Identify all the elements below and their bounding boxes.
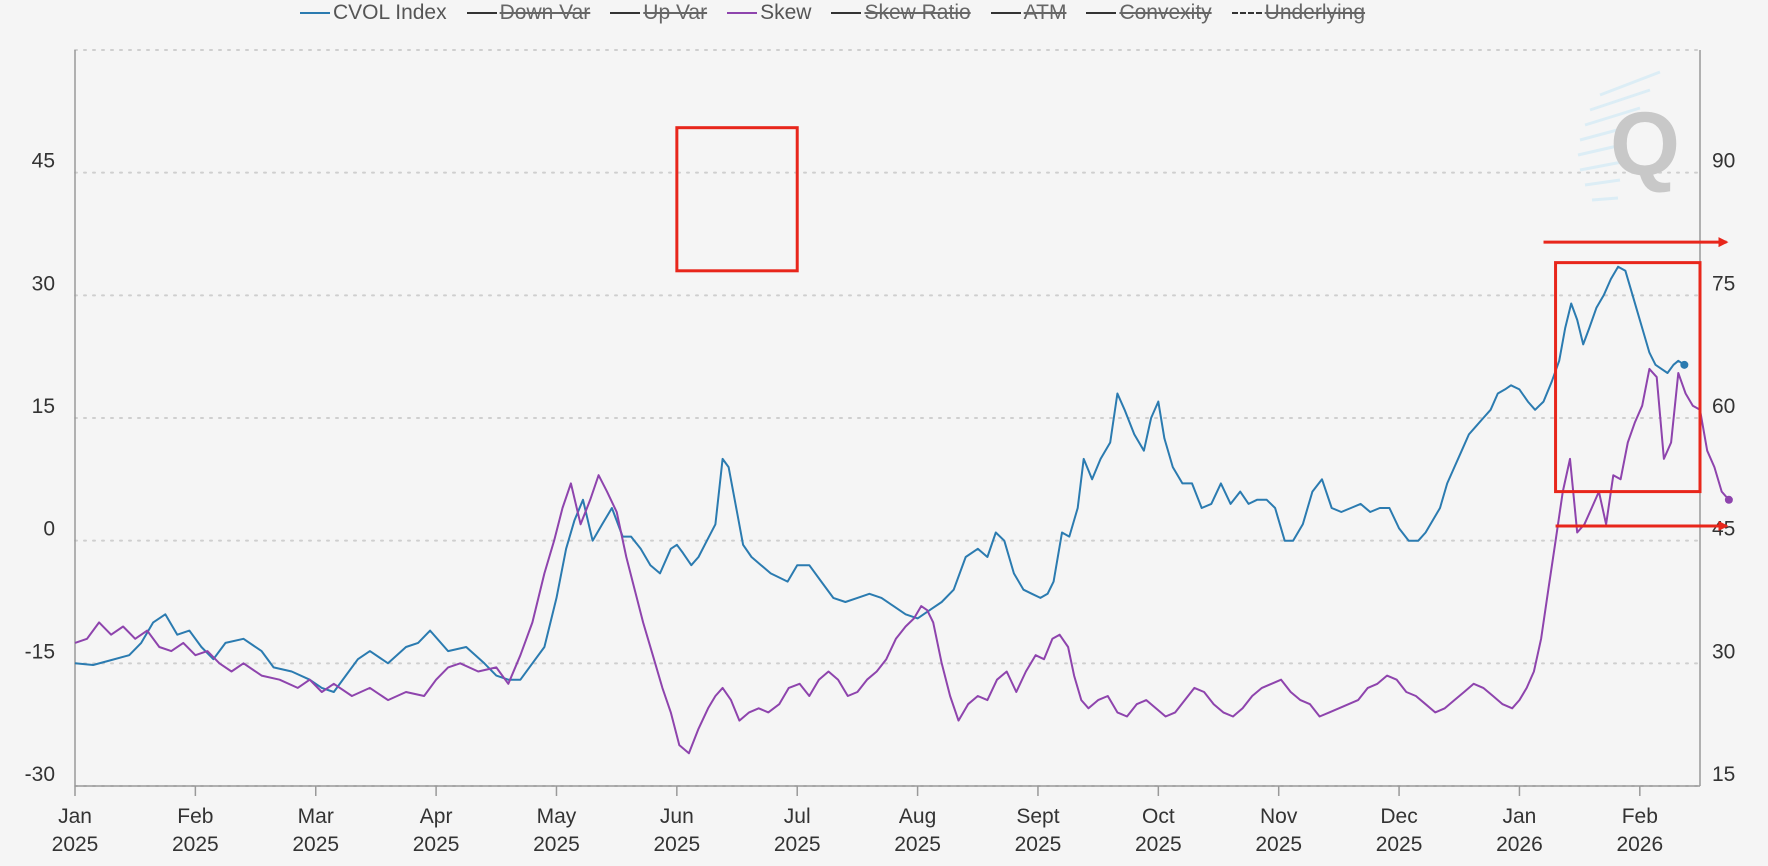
x-tick-month: Apr bbox=[420, 805, 453, 828]
legend-item-down-var[interactable]: Down Var bbox=[466, 1, 591, 25]
axes: -30 -15 0 15 30 45 15 30 45 60 75 90 Jan 2025 Feb 2025 M… bbox=[25, 50, 1735, 856]
x-tick-month: Sept bbox=[1016, 805, 1059, 828]
y-left-tick-label: -15 bbox=[25, 640, 55, 663]
legend-item-atm[interactable]: ATM bbox=[990, 1, 1067, 25]
x-tick-year: 2025 bbox=[292, 833, 339, 856]
x-tick-year: 2025 bbox=[413, 833, 460, 856]
legend-swatch bbox=[1086, 12, 1117, 14]
x-tick-year: 2026 bbox=[1616, 833, 1663, 856]
legend-label: Skew bbox=[760, 1, 812, 24]
gridlines bbox=[74, 49, 1701, 787]
legend-label: Convexity bbox=[1119, 1, 1212, 24]
y-right-tick-label: 15 bbox=[1712, 763, 1735, 786]
legend-label: Skew Ratio bbox=[864, 1, 971, 24]
y-right-tick-label: 60 bbox=[1712, 395, 1735, 418]
x-tick-year: 2025 bbox=[533, 833, 580, 856]
y-left-tick-label: 45 bbox=[32, 150, 55, 173]
y-right-tick-label: 45 bbox=[1712, 518, 1735, 541]
legend-swatch bbox=[466, 12, 497, 14]
y-right-tick-label: 90 bbox=[1712, 150, 1735, 173]
x-tick-month: Nov bbox=[1260, 805, 1298, 828]
x-tick-year: 2025 bbox=[1135, 833, 1182, 856]
x-tick-year: 2025 bbox=[1255, 833, 1302, 856]
series-line-cvol-index bbox=[74, 265, 1685, 693]
x-tick-year: 2025 bbox=[894, 833, 941, 856]
legend-item-underlying[interactable]: Underlying bbox=[1231, 1, 1366, 25]
legend-item-skew-ratio[interactable]: Skew Ratio bbox=[831, 1, 971, 25]
x-tick-month: Feb bbox=[1622, 805, 1658, 828]
x-tick-month: Aug bbox=[899, 805, 936, 828]
svg-text:Q: Q bbox=[1610, 95, 1680, 195]
legend-label: Down Var bbox=[499, 1, 591, 24]
x-tick-year: 2025 bbox=[774, 833, 821, 856]
legend-swatch bbox=[727, 12, 758, 14]
legend-swatch bbox=[1231, 12, 1262, 14]
x-tick-month: Oct bbox=[1142, 805, 1175, 828]
y-left-tick-label: -30 bbox=[25, 763, 55, 786]
legend-label: Underlying bbox=[1264, 1, 1366, 24]
x-tick-year: 2026 bbox=[1496, 833, 1543, 856]
x-tick-year: 2025 bbox=[52, 833, 99, 856]
series-line-skew bbox=[74, 367, 1730, 755]
x-tick-year: 2025 bbox=[653, 833, 700, 856]
legend-swatch bbox=[300, 12, 330, 14]
x-tick-month: Jul bbox=[784, 805, 811, 828]
legend-swatch bbox=[831, 12, 862, 14]
legend-item-cvol-index[interactable]: CVOL Index bbox=[300, 1, 447, 25]
y-left-tick-label: 0 bbox=[43, 518, 55, 541]
y-right-tick-label: 30 bbox=[1712, 640, 1735, 663]
legend-swatch bbox=[990, 12, 1021, 14]
series-lines bbox=[74, 265, 1733, 755]
y-right-tick-label: 75 bbox=[1712, 272, 1735, 295]
y-left-tick-label: 30 bbox=[32, 272, 55, 295]
watermark-logo: Q bbox=[1577, 70, 1680, 202]
legend-swatch bbox=[610, 12, 641, 14]
x-tick-month: Dec bbox=[1380, 805, 1417, 828]
x-tick-month: Feb bbox=[177, 805, 213, 828]
x-tick-year: 2025 bbox=[1376, 833, 1423, 856]
legend-item-convexity[interactable]: Convexity bbox=[1086, 1, 1212, 25]
legend-item-up-var[interactable]: Up Var bbox=[610, 1, 707, 25]
highlight-box bbox=[675, 126, 799, 273]
x-tick-month: Jan bbox=[58, 805, 92, 828]
legend-label: Up Var bbox=[643, 1, 708, 24]
x-tick-month: Jun bbox=[660, 805, 694, 828]
series-end-marker bbox=[1680, 360, 1689, 369]
x-tick-year: 2025 bbox=[172, 833, 219, 856]
x-tick-month: Jan bbox=[1503, 805, 1537, 828]
legend-item-skew[interactable]: Skew bbox=[727, 1, 811, 25]
series-end-marker bbox=[1724, 495, 1733, 504]
x-tick-month: May bbox=[537, 805, 577, 828]
y-left-tick-label: 15 bbox=[32, 395, 55, 418]
x-tick-year: 2025 bbox=[1015, 833, 1062, 856]
annotations bbox=[675, 126, 1729, 531]
legend-label: ATM bbox=[1023, 1, 1067, 24]
chart-legend: CVOL Index Down Var Up Var Skew Skew Ratio AT… bbox=[300, 0, 1385, 26]
x-tick-month: Mar bbox=[298, 805, 334, 828]
highlight-box bbox=[1554, 261, 1702, 494]
legend-label: CVOL Index bbox=[333, 1, 447, 24]
